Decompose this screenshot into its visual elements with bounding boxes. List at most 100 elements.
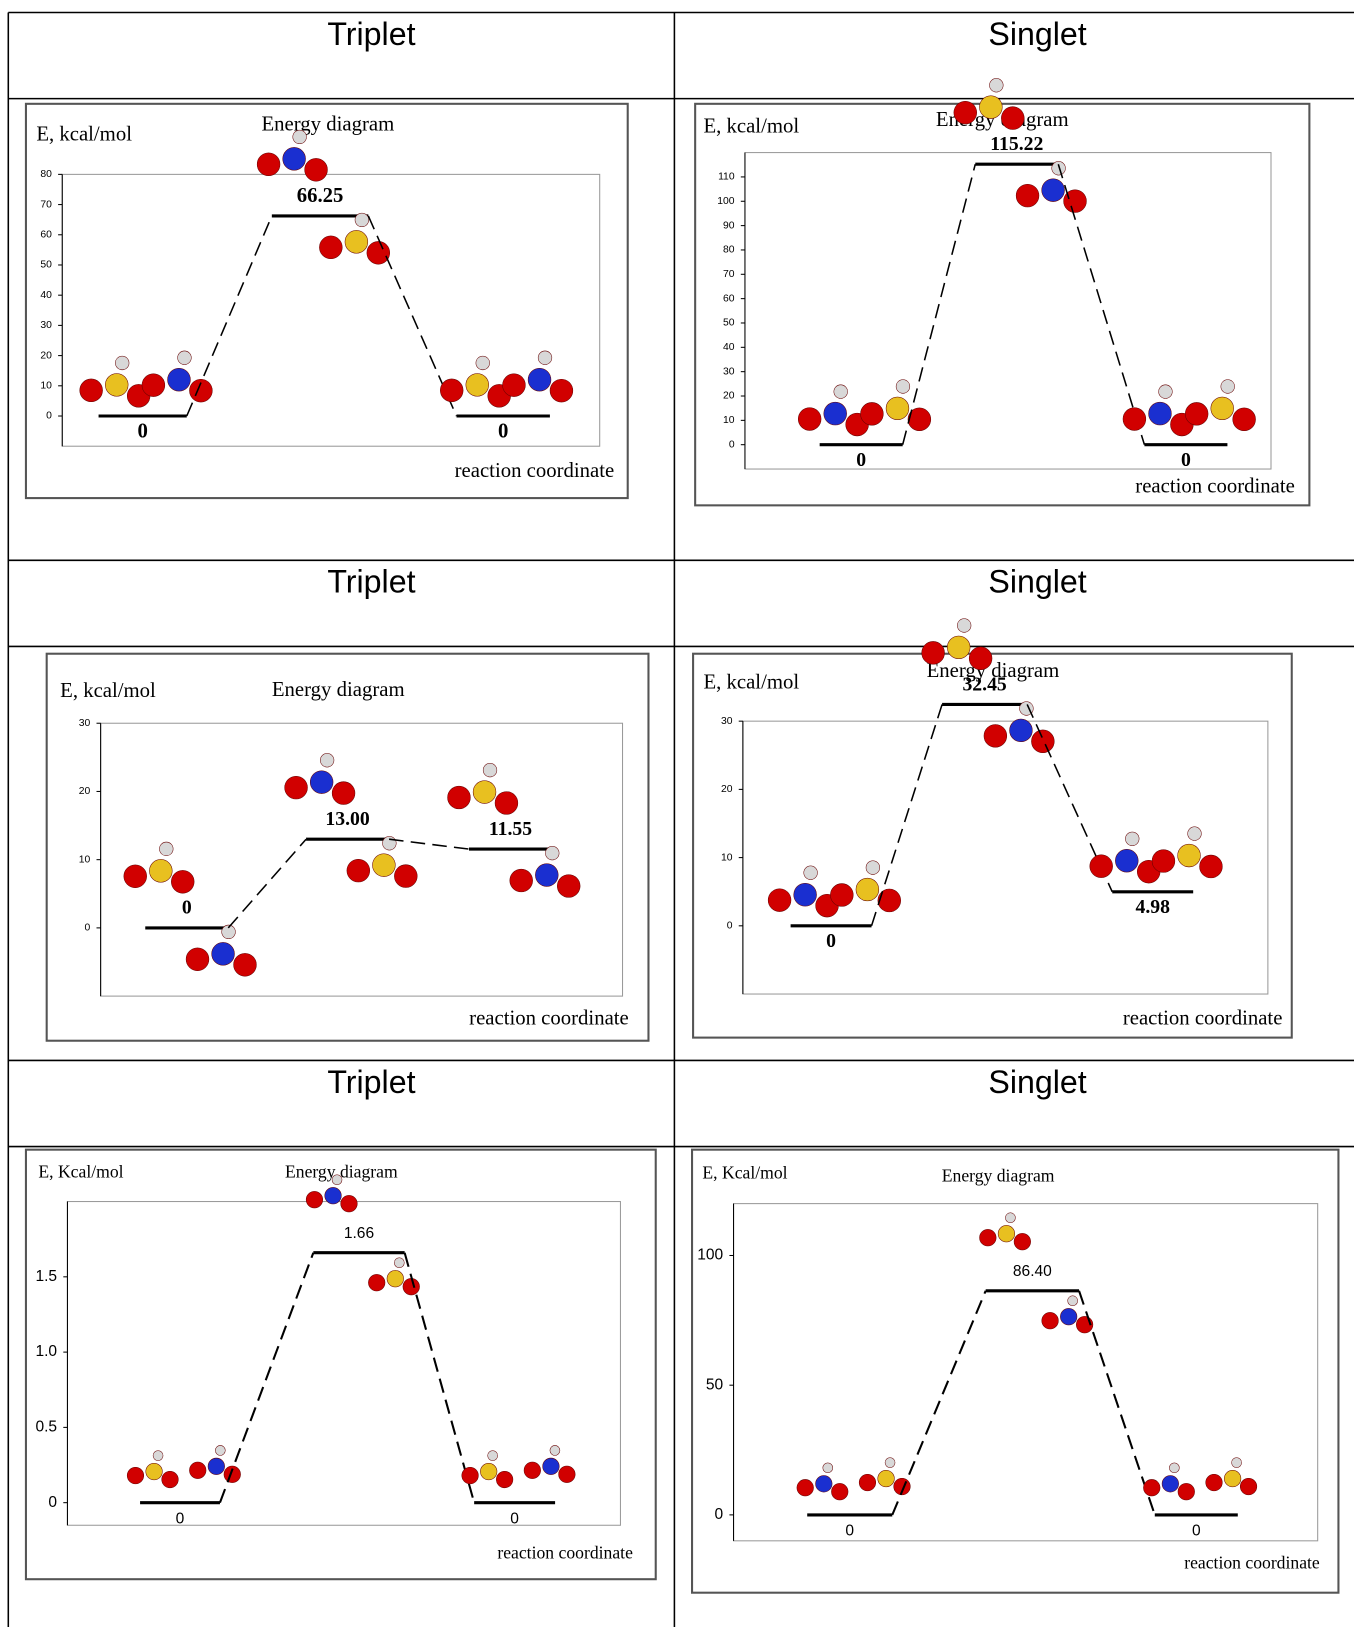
atom [947,636,970,659]
atom [496,1471,513,1488]
atom [383,836,397,850]
chart-title: Energy diagram [262,113,395,135]
atom [310,771,333,794]
y-tick-label: 0 [48,1494,57,1511]
atom [1188,827,1202,841]
atom [1178,1483,1195,1500]
atom [127,1467,144,1484]
atom [466,373,489,396]
atom [831,1483,848,1500]
atom [1016,184,1039,207]
connector [220,1253,313,1503]
connector [389,839,469,849]
y-tick-label: 30 [721,716,733,727]
connector [228,839,306,928]
atom [345,230,368,253]
atom [1125,832,1139,846]
y-tick-label: 60 [40,230,52,241]
atom [234,953,257,976]
chart-frame [693,654,1292,1038]
atom [886,397,909,420]
atom [149,859,172,882]
atom [885,1458,895,1468]
atom [1042,1312,1059,1329]
atom [171,870,194,893]
atom [1123,408,1146,431]
atom [306,1191,323,1208]
atom [1068,1296,1078,1306]
y-tick-label: 0 [729,439,735,450]
value-label: 86.40 [1013,1263,1052,1280]
y-axis-label: E, Kcal/mol [38,1162,123,1182]
header-cell: Singlet [988,16,1086,52]
atom [293,130,307,144]
value-label: 32.45 [962,673,1006,695]
atom [1115,849,1138,872]
atom [1224,1470,1241,1487]
connector [903,164,976,444]
atom [105,373,128,396]
atom [115,356,129,370]
chart-frame [47,654,649,1041]
y-tick-label: 10 [721,852,733,863]
y-tick-label: 50 [723,318,735,329]
y-tick-label: 70 [723,269,735,280]
y-axis-label: E, kcal/mol [36,124,132,146]
value-label: 115.22 [990,133,1043,155]
atom [834,385,848,399]
x-axis-label: reaction coordinate [1123,1008,1283,1030]
y-tick-label: 100 [697,1247,723,1264]
atom [503,374,526,397]
y-tick-label: 40 [723,342,735,353]
y-tick-label: 50 [706,1376,724,1393]
atom [535,864,558,887]
value-label: 0 [1192,1523,1201,1540]
atom [1185,402,1208,425]
atom [480,1463,497,1480]
value-label: 0 [510,1510,519,1527]
value-label: 1.66 [344,1225,374,1242]
atom [1178,844,1201,867]
y-tick-label: 70 [40,199,52,210]
x-axis-label: reaction coordinate [455,460,615,482]
atom [483,763,497,777]
atom [341,1195,358,1212]
atom [543,1458,560,1475]
atom [998,1225,1015,1242]
value-label: 4.98 [1135,896,1170,918]
atom [979,96,1002,119]
y-tick-label: 100 [717,196,735,207]
atom [212,942,235,965]
atom [816,1475,833,1492]
atom [495,792,518,815]
x-axis-label: reaction coordinate [497,1542,633,1562]
atom [257,153,280,176]
atom [1014,1233,1031,1250]
atom [146,1463,163,1480]
header-cell: Singlet [988,564,1086,600]
y-tick-label: 90 [723,220,735,231]
atom [922,641,945,664]
atom [80,379,103,402]
atom [824,402,847,425]
atom [984,724,1007,747]
atom [957,619,971,633]
header-cell: Triplet [327,16,415,52]
connector [1079,1291,1155,1515]
atom [462,1467,479,1484]
atom [1233,408,1256,431]
atom [1052,161,1066,175]
value-label: 0 [856,449,866,471]
atom [347,859,370,882]
y-tick-label: 10 [40,381,52,392]
atom [355,213,369,227]
connector [872,704,943,925]
atom [372,854,395,877]
atom [989,78,1003,92]
atom [124,865,147,888]
atom [153,1451,163,1461]
atom [1240,1478,1257,1495]
atom [768,889,791,912]
x-axis-label: reaction coordinate [1184,1553,1320,1573]
value-label: 13.00 [325,808,369,830]
